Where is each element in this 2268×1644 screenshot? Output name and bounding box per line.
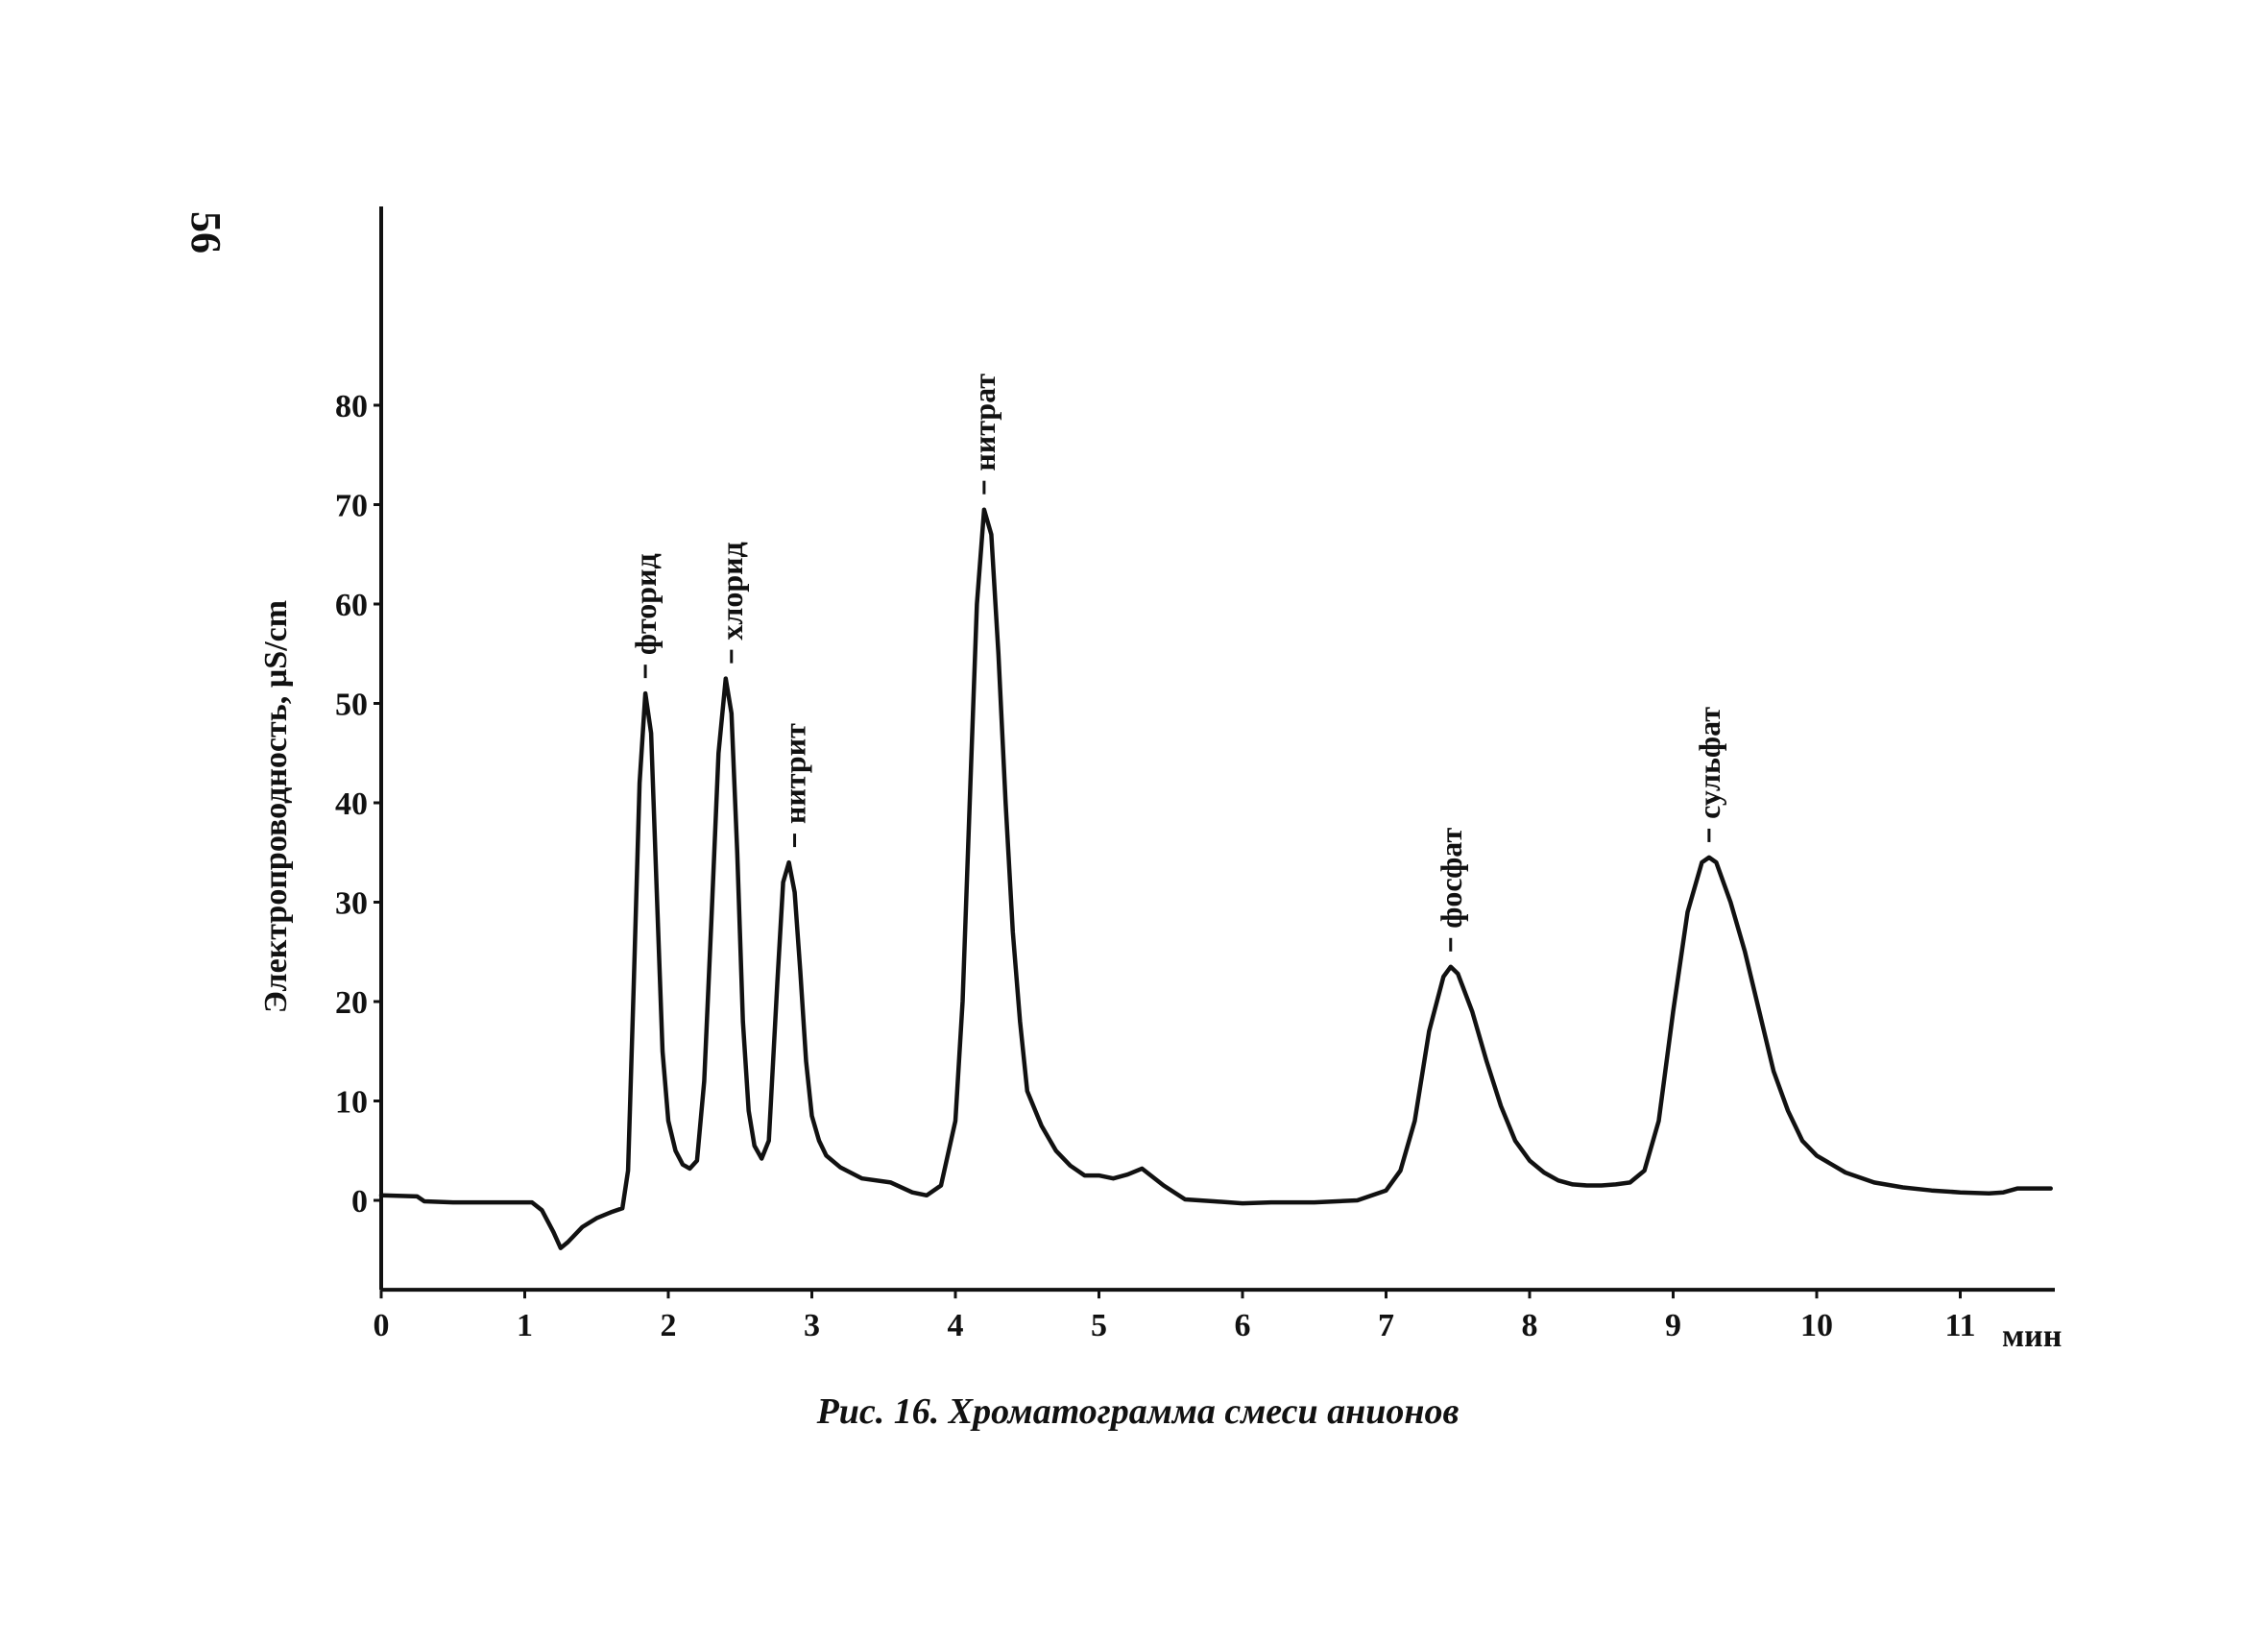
peak-label: фторид	[628, 553, 663, 655]
y-tick-label: 10	[335, 1085, 368, 1121]
y-tick-label: 80	[335, 389, 368, 424]
x-tick-label: 9	[1665, 1308, 1681, 1343]
x-tick-label: 10	[1800, 1308, 1833, 1343]
y-tick-label: 40	[335, 786, 368, 822]
y-tick-label: 50	[335, 688, 368, 723]
x-tick-label: 1	[517, 1308, 533, 1343]
y-axis-title: Электропроводность, µS/cm	[258, 600, 294, 1013]
y-tick-label: 30	[335, 886, 368, 922]
peak-label: фосфат	[1434, 828, 1468, 929]
series-group	[378, 507, 2053, 1250]
x-tick-label: 6	[1235, 1308, 1251, 1343]
y-tick-label: 70	[335, 489, 368, 524]
peak-label: нитрат	[967, 374, 1001, 471]
y-tick-label: 0	[351, 1184, 368, 1220]
axes	[379, 206, 2055, 1293]
peak-label: сульфат	[1692, 707, 1726, 819]
peak-label: нитрит	[778, 723, 812, 824]
x-tick-label: 3	[804, 1308, 820, 1343]
y-tick-label: 20	[335, 985, 368, 1021]
x-axis-unit: мин	[2002, 1318, 2062, 1354]
x-tick-label: 0	[374, 1308, 390, 1343]
page-number: 56	[182, 211, 229, 254]
x-tick-label: 5	[1091, 1308, 1107, 1343]
figure-caption: Рис. 16. Хроматограмма смеси анионов	[816, 1391, 1460, 1432]
x-tick-label: 2	[661, 1308, 677, 1343]
x-tick-label: 8	[1522, 1308, 1538, 1343]
peak-label: хлорид	[714, 542, 749, 640]
chromatogram-trace	[378, 507, 2053, 1250]
x-tick-label: 11	[1944, 1308, 1975, 1343]
y-tick-label: 60	[335, 588, 368, 623]
x-tick-label: 7	[1378, 1308, 1394, 1343]
ticks: 0 10 20 30 40 50 60 70 80 0 1 2 3 4 5 6 7 8 9 10 11	[335, 389, 1976, 1343]
x-tick-label: 4	[948, 1308, 964, 1343]
peak-labels: фторид хлорид нитрит нитрат фосфат сульфат	[628, 374, 1726, 952]
